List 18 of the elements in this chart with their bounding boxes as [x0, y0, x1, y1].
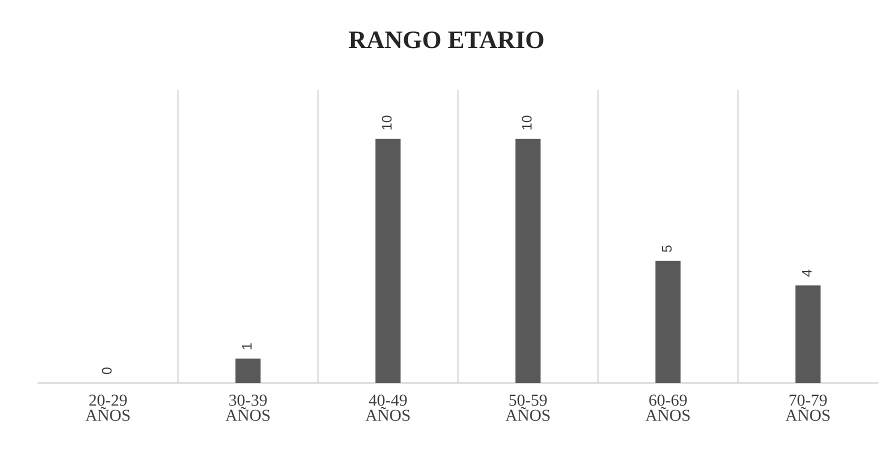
- data-label: 1: [242, 343, 252, 350]
- x-tick-label: 20-29 AÑOS: [85, 394, 130, 421]
- bar: [515, 138, 541, 383]
- x-tick-label: 30-39 AÑOS: [225, 394, 270, 421]
- data-label: 10: [382, 116, 392, 130]
- data-label: 5: [662, 245, 672, 252]
- bar: [375, 138, 401, 383]
- x-tick-label: 70-79 AÑOS: [785, 394, 830, 421]
- x-tick-label: 60-69 AÑOS: [645, 394, 690, 421]
- bar: [235, 358, 261, 383]
- data-label: 10: [522, 116, 532, 130]
- data-label: 4: [802, 270, 812, 277]
- x-tick-label: 50-59 AÑOS: [505, 394, 550, 421]
- bar: [795, 285, 821, 383]
- x-tick-label: 40-49 AÑOS: [365, 394, 410, 421]
- bar: [655, 260, 681, 383]
- data-label: 0: [102, 367, 112, 374]
- chart-title: RANGO ETARIO: [348, 31, 544, 48]
